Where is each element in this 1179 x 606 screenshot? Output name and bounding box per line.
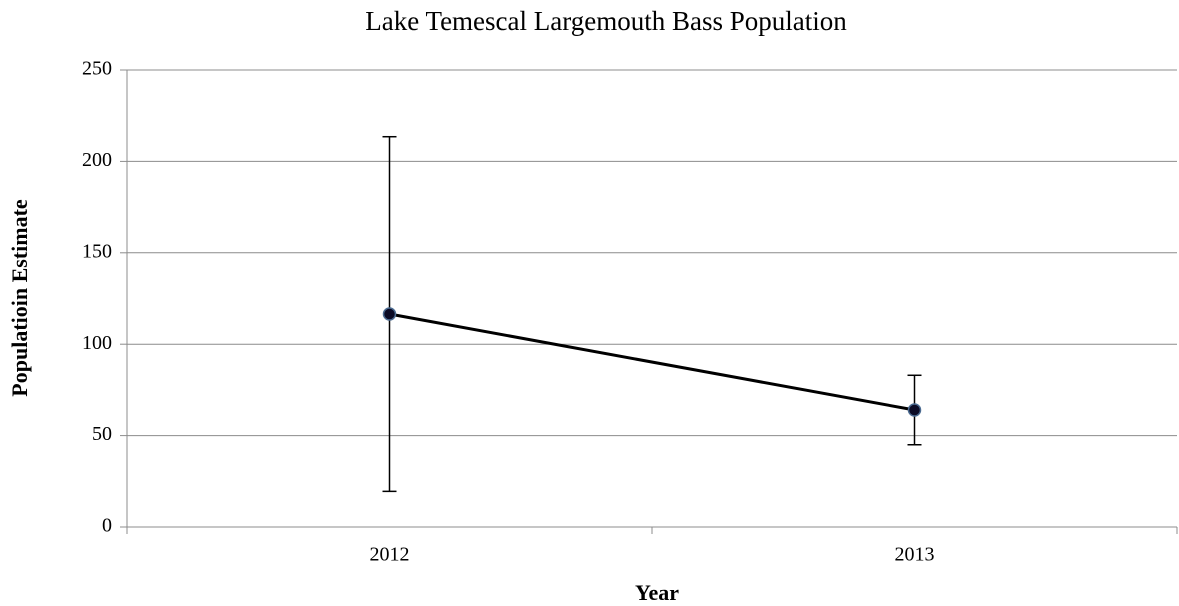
x-tick-label: 2012 (370, 544, 410, 566)
x-tick-label: 2013 (895, 544, 935, 566)
y-axis-label: Populatioin Estimate (7, 199, 32, 397)
y-tick-label: 250 (82, 58, 112, 80)
y-tick-label: 0 (102, 515, 112, 537)
y-tick-label: 150 (82, 240, 112, 262)
y-tick-label: 50 (92, 423, 112, 445)
y-tick-label: 100 (82, 332, 112, 354)
chart-title: Lake Temescal Largemouth Bass Population (365, 6, 847, 36)
x-axis-label: Year (635, 580, 679, 605)
data-point (907, 403, 922, 417)
data-point (382, 307, 397, 321)
y-tick-label: 200 (82, 149, 112, 171)
data-line (389, 312, 915, 412)
